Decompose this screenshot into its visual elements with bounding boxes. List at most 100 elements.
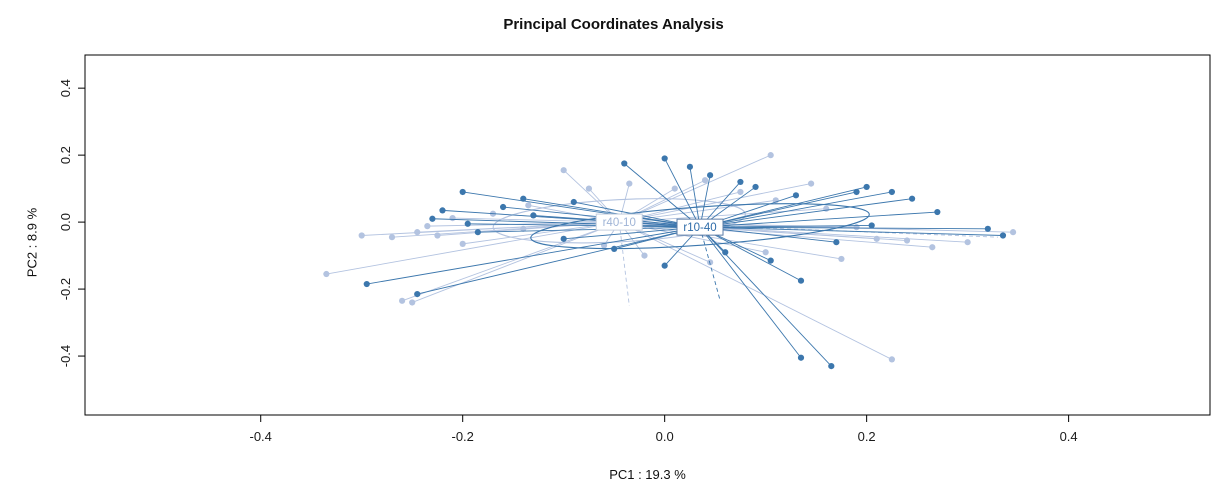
data-point-r40-10 — [626, 180, 633, 187]
data-point-r10-40 — [439, 207, 446, 214]
data-point-r10-40 — [686, 163, 694, 170]
data-point-r10-40 — [499, 203, 507, 211]
data-point-r40-10 — [903, 237, 911, 244]
data-point-r40-10 — [737, 188, 744, 196]
data-point-r10-40 — [414, 291, 421, 298]
spider-line-r10-40 — [699, 186, 867, 228]
data-point-r10-40 — [621, 160, 628, 167]
spider-line-r10-40 — [417, 226, 701, 295]
data-point-r10-40 — [828, 363, 835, 370]
y-tick-label: -0.4 — [58, 345, 73, 367]
data-point-r40-10 — [929, 244, 936, 251]
data-point-r10-40 — [474, 229, 481, 236]
data-point-r40-10 — [853, 224, 860, 231]
spider-line-r40-10 — [619, 154, 771, 223]
x-axis-label: PC1 : 19.3 % — [609, 467, 686, 482]
data-point-r10-40 — [984, 225, 991, 232]
data-point-r10-40 — [853, 188, 860, 196]
data-point-r10-40 — [363, 280, 370, 288]
spider-line-r40-10 — [326, 221, 620, 275]
spider-line-r10-40 — [523, 198, 701, 228]
spider-line-r10-40 — [623, 163, 701, 228]
spider-line-r40-10 — [427, 221, 620, 227]
spider-line-dashed-r40-10 — [618, 222, 630, 306]
data-point-r10-40 — [459, 188, 466, 196]
spider-line-r10-40 — [366, 226, 701, 285]
data-point-r40-10 — [888, 356, 895, 363]
y-axis-label: PC2 : 8.9 % — [24, 207, 40, 278]
data-point-r40-10 — [1009, 229, 1017, 236]
spider-line-r40-10 — [412, 221, 620, 303]
data-point-r10-40 — [999, 232, 1007, 239]
spider-line-r10-40 — [467, 223, 701, 228]
spider-line-r40-10 — [619, 183, 812, 223]
chart-title: Principal Coordinates Analysis — [503, 16, 724, 33]
spider-line-r10-40 — [699, 226, 832, 367]
data-point-r40-10 — [964, 239, 971, 246]
spider-line-r10-40 — [699, 211, 938, 228]
data-point-r40-10 — [449, 214, 456, 222]
plot-frame — [84, 54, 1211, 416]
data-point-r40-10 — [585, 185, 593, 192]
spider-line-r10-40 — [477, 226, 701, 233]
data-point-r10-40 — [560, 235, 567, 242]
data-point-r10-40 — [868, 222, 875, 229]
spider-line-r10-40 — [432, 218, 701, 228]
data-point-r40-10 — [414, 229, 421, 236]
data-point-r10-40 — [722, 249, 729, 256]
centroid-label-r40-10: r40-10 — [603, 217, 636, 229]
data-point-r10-40 — [863, 183, 870, 191]
data-point-r40-10 — [520, 225, 527, 232]
data-point-r40-10 — [525, 202, 532, 209]
spider-line-r10-40 — [700, 226, 988, 230]
spider-line-r40-10 — [452, 217, 620, 223]
data-point-r40-10 — [838, 255, 845, 263]
x-tick-label: 0.0 — [656, 429, 674, 444]
data-point-r10-40 — [797, 354, 805, 361]
data-point-r40-10 — [641, 252, 648, 259]
data-point-r10-40 — [792, 192, 800, 199]
data-point-r40-10 — [873, 235, 880, 242]
y-tick-label: 0.4 — [58, 79, 73, 97]
spider-line-r10-40 — [700, 226, 1003, 236]
centroid-label-box-r10-40 — [676, 218, 724, 236]
data-point-r40-10 — [424, 223, 431, 230]
spider-line-dashed-r10-40 — [699, 227, 721, 301]
spider-line-r10-40 — [699, 226, 802, 359]
data-point-r10-40 — [908, 195, 916, 202]
data-point-r40-10 — [560, 167, 567, 174]
data-point-r40-10 — [388, 234, 396, 241]
data-point-r10-40 — [707, 172, 714, 179]
data-point-r10-40 — [661, 262, 668, 269]
group-ellipse-r10-40 — [530, 203, 870, 250]
data-point-r10-40 — [888, 188, 895, 196]
spider-line-r10-40 — [700, 225, 872, 228]
data-point-r10-40 — [661, 155, 668, 162]
spider-line-r10-40 — [699, 198, 913, 228]
data-point-r40-10 — [358, 232, 365, 239]
spider-line-r10-40 — [689, 166, 701, 228]
data-point-r10-40 — [934, 208, 941, 216]
x-tick-label: -0.4 — [250, 429, 272, 444]
spider-line-r10-40 — [699, 175, 711, 228]
centroid-label-r10-40: r10-40 — [683, 222, 716, 234]
spider-line-r40-10 — [619, 221, 893, 360]
data-point-r40-10 — [671, 185, 678, 192]
data-point-r40-10 — [762, 249, 769, 256]
data-point-r40-10 — [767, 152, 774, 159]
data-point-r10-40 — [767, 257, 774, 264]
data-point-r10-40 — [797, 277, 805, 284]
data-point-r10-40 — [737, 178, 744, 186]
data-point-r40-10 — [399, 297, 406, 304]
spider-line-r40-10 — [619, 221, 766, 253]
data-point-r10-40 — [752, 183, 759, 191]
y-tick-label: 0.2 — [58, 146, 73, 164]
y-tick-label: 0.0 — [58, 213, 73, 231]
spider-line-r10-40 — [664, 158, 701, 228]
data-point-r40-10 — [409, 299, 416, 306]
data-point-r40-10 — [323, 270, 330, 278]
spider-line-r40-10 — [401, 221, 620, 302]
data-point-r40-10 — [807, 180, 815, 187]
